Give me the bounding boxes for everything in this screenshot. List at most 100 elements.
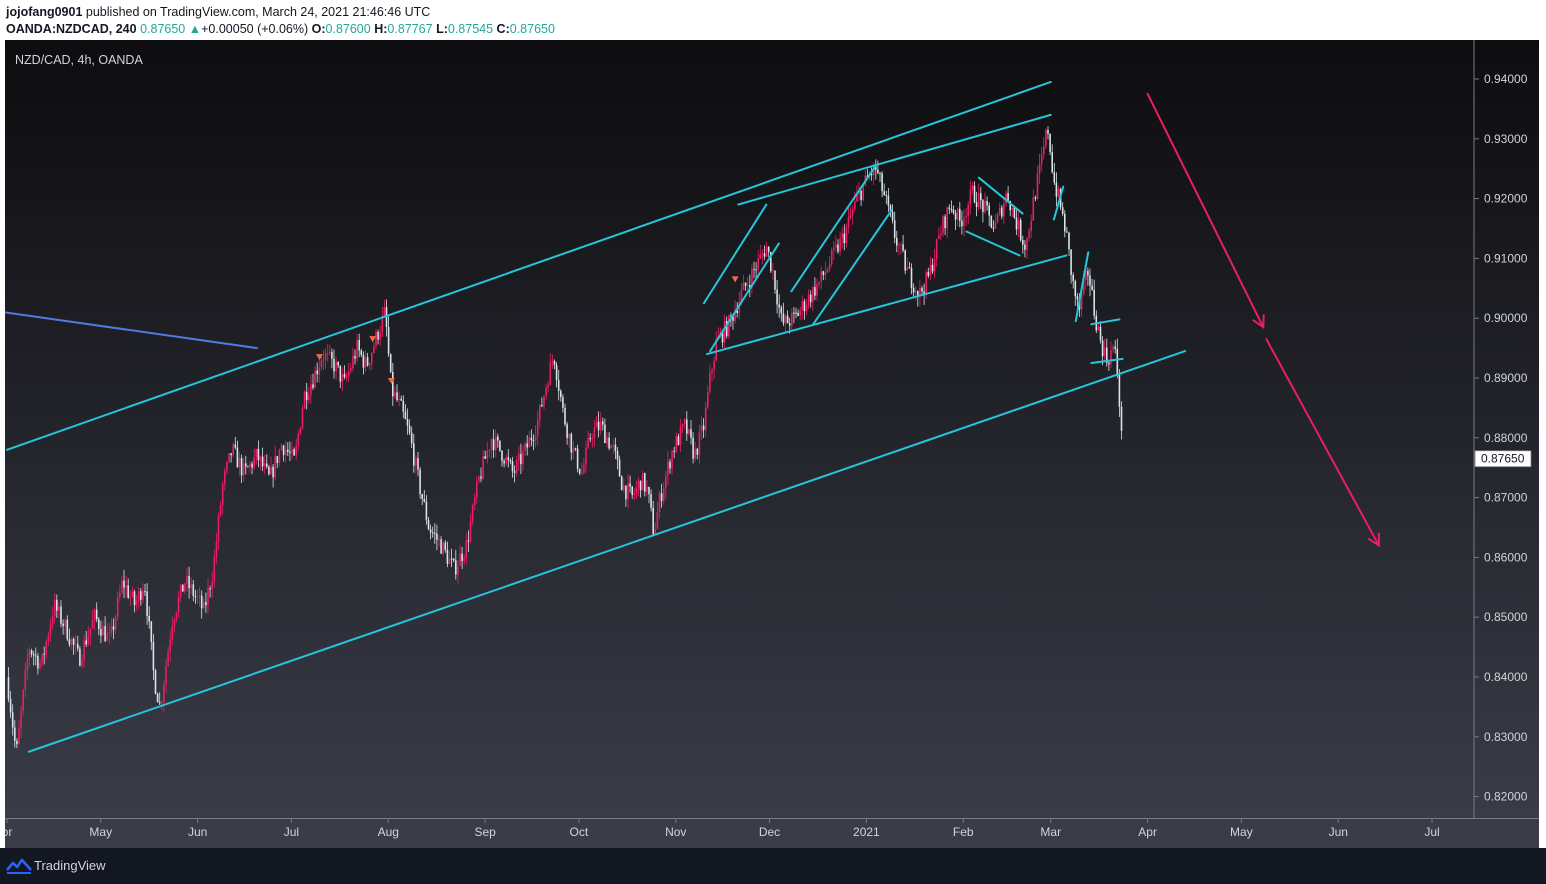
tradingview-brand[interactable]: TradingView [34, 858, 106, 873]
candle-body [887, 195, 890, 206]
candle-body [545, 387, 547, 396]
candle-body [329, 351, 331, 353]
candle-body [379, 332, 381, 340]
wedge1-lower[interactable] [709, 242, 780, 353]
candle-body [959, 208, 961, 221]
candle-body [721, 331, 724, 343]
candle-body [700, 425, 703, 432]
lower-channel-line[interactable] [27, 350, 1187, 753]
candle-body [198, 595, 201, 597]
candle-body [354, 355, 356, 359]
candle-body [830, 249, 833, 265]
box-upper[interactable] [1090, 318, 1121, 326]
candle-body [47, 635, 50, 642]
candle-body [251, 463, 253, 468]
x-tick-label: Mar [1040, 825, 1061, 839]
candle-body [339, 365, 342, 382]
candle-body [1022, 239, 1024, 245]
candle-body [127, 585, 129, 598]
flag-mar-2[interactable] [1074, 251, 1090, 323]
candle-body [683, 419, 686, 425]
flag-mar-1[interactable] [1052, 185, 1065, 221]
candle-body [476, 481, 478, 498]
candle-body [820, 271, 822, 282]
candle-body [1053, 172, 1056, 183]
candle-body [933, 259, 936, 272]
forecast-arrow-1[interactable] [1146, 92, 1265, 330]
candle-body [287, 449, 289, 452]
candle-body [305, 391, 308, 401]
candle-body [1072, 274, 1074, 282]
candle-body [757, 258, 759, 270]
candle-body [740, 290, 743, 302]
candle-body [186, 575, 188, 584]
candle-body [931, 264, 934, 272]
time-axis[interactable]: pr May Jun Jul Aug Sep Oct Nov Dec 2021 Feb Mar Apr M… [2, 818, 1440, 839]
candle-body [255, 448, 258, 458]
candle-body [898, 245, 900, 247]
candle-body [366, 357, 369, 366]
candle-body [883, 191, 885, 195]
upper-channel-line[interactable] [6, 80, 1052, 451]
candle-body [856, 193, 858, 202]
candle-body [362, 354, 365, 368]
candle-body [736, 311, 738, 314]
candle-body [64, 619, 66, 627]
candle-body [297, 434, 300, 446]
candle-body [312, 384, 314, 388]
candle-body [755, 269, 757, 271]
tradingview-logo-icon[interactable] [6, 857, 32, 875]
candle-body [994, 221, 997, 229]
candle-body [26, 658, 29, 670]
flag-feb-lower[interactable] [965, 230, 1021, 257]
candle-body [22, 690, 24, 711]
candle-body [969, 189, 972, 205]
arrow-shaft [1265, 338, 1380, 547]
candle-body [371, 352, 373, 364]
candle-body [597, 421, 600, 431]
candle-body [662, 488, 665, 501]
candle-body [398, 398, 400, 401]
wedge2-upper[interactable] [790, 164, 877, 293]
candle-body [303, 391, 306, 409]
candle-body [394, 392, 396, 397]
candle-body [77, 644, 79, 649]
publisher-name[interactable]: jojofang0901 [6, 5, 83, 19]
wedge1-upper[interactable] [702, 203, 768, 305]
candle-body [885, 194, 888, 196]
candle-body [490, 439, 493, 450]
chart-area[interactable]: 0.94000 0.93000 0.92000 0.91000 0.90000 0.890… [2, 40, 1539, 848]
candle-body [1038, 163, 1041, 174]
publisher-line: jojofang0901 published on TradingView.co… [6, 5, 430, 19]
candle-body [324, 353, 327, 360]
candle-body [591, 437, 594, 440]
candle-body [641, 472, 644, 491]
candle-body [121, 580, 123, 593]
candle-body [1097, 326, 1100, 331]
candle-body [238, 458, 241, 468]
blue-trend-line[interactable] [2, 311, 258, 350]
candle-body [171, 626, 174, 640]
flag-feb-upper[interactable] [977, 176, 1024, 215]
candle-body [192, 584, 195, 596]
candle-body [576, 448, 579, 469]
wedge2-lower[interactable] [812, 209, 893, 326]
candle-body [713, 360, 715, 370]
price-axis[interactable]: 0.94000 0.93000 0.92000 0.91000 0.90000 0.890… [1474, 72, 1532, 804]
candle-body [282, 445, 285, 455]
inner-lower-line[interactable] [706, 254, 1068, 356]
candle-body [215, 542, 218, 558]
price-chart[interactable]: 0.94000 0.93000 0.92000 0.91000 0.90000 0.890… [2, 40, 1539, 848]
forecast-arrow-2[interactable] [1265, 338, 1380, 548]
candle-body [889, 205, 892, 212]
candle-body [1024, 244, 1026, 250]
candle-body [356, 339, 358, 359]
inner-upper-line[interactable] [737, 113, 1052, 206]
candle-body [511, 461, 514, 472]
box-lower[interactable] [1090, 357, 1124, 365]
candle-body [89, 628, 92, 637]
candle-body [316, 370, 318, 375]
candle-body [780, 307, 783, 314]
candle-body [387, 326, 390, 354]
candle-body [224, 471, 226, 484]
